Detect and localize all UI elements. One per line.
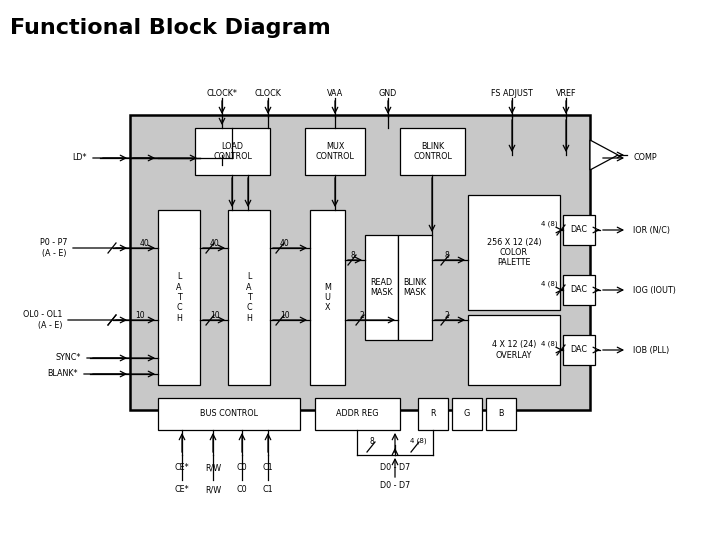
Text: 2: 2 [445, 310, 449, 320]
Bar [486, 398, 516, 430]
Text: IOG (IOUT): IOG (IOUT) [633, 286, 676, 294]
Bar [195, 128, 270, 175]
Bar [158, 398, 300, 430]
Text: B: B [498, 410, 504, 418]
Text: LD*: LD* [73, 154, 87, 163]
Text: BLINK
MASK: BLINK MASK [403, 278, 427, 297]
Text: FS ADJUST: FS ADJUST [491, 89, 533, 98]
Text: DAC: DAC [571, 226, 587, 235]
Bar [310, 210, 345, 385]
Text: L
A
T
C
H: L A T C H [176, 272, 182, 323]
Text: 8: 8 [445, 250, 449, 259]
Bar [468, 195, 560, 310]
Text: 4 (8): 4 (8) [542, 341, 558, 347]
Text: IOB (PLL): IOB (PLL) [633, 345, 670, 354]
Bar [305, 128, 365, 175]
Bar [158, 210, 200, 385]
Text: DAC: DAC [571, 345, 587, 354]
Text: 10: 10 [280, 310, 290, 320]
Bar [563, 215, 595, 245]
Text: 10: 10 [210, 310, 220, 320]
Text: COMP: COMP [633, 154, 656, 163]
Bar [228, 210, 270, 385]
Text: CLOCK*: CLOCK* [206, 89, 238, 98]
Text: Functional Block Diagram: Functional Block Diagram [10, 18, 331, 38]
Text: 4 (8): 4 (8) [542, 221, 558, 227]
Text: 40: 40 [140, 238, 150, 248]
Text: L
A
T
C
H: L A T C H [246, 272, 252, 323]
Text: M
U
X: M U X [324, 282, 331, 313]
Text: 2: 2 [360, 310, 364, 320]
Text: D0 - D7: D0 - D7 [380, 481, 410, 490]
Text: 256 X 12 (24)
COLOR
PALETTE: 256 X 12 (24) COLOR PALETTE [486, 237, 542, 267]
Polygon shape [590, 140, 618, 170]
Text: C1: C1 [262, 485, 273, 495]
Text: CE*: CE* [174, 463, 189, 473]
Bar [468, 315, 560, 385]
Text: VAA: VAA [327, 89, 343, 98]
Text: MUX
CONTROL: MUX CONTROL [316, 142, 355, 161]
Text: R/W: R/W [205, 485, 221, 495]
Bar [400, 128, 465, 175]
Text: VREF: VREF [555, 89, 577, 98]
Text: BLANK*: BLANK* [47, 369, 78, 379]
Text: OL0 - OL1
(A - E): OL0 - OL1 (A - E) [23, 310, 62, 330]
Text: R/W: R/W [205, 463, 221, 473]
Text: CLOCK: CLOCK [254, 89, 281, 98]
Text: 40: 40 [210, 238, 220, 248]
Text: C1: C1 [262, 463, 273, 473]
Text: 10: 10 [135, 310, 145, 320]
Text: 4 X 12 (24)
OVERLAY: 4 X 12 (24) OVERLAY [491, 340, 537, 360]
Text: IOR (N/C): IOR (N/C) [633, 226, 670, 235]
Bar [563, 335, 595, 365]
Text: G: G [464, 410, 470, 418]
Bar [563, 275, 595, 305]
Text: DAC: DAC [571, 286, 587, 294]
Text: 8: 8 [350, 250, 356, 259]
Text: SYNC*: SYNC* [56, 353, 81, 362]
Text: C0: C0 [237, 485, 247, 495]
Text: GND: GND [379, 89, 397, 98]
Bar [365, 235, 398, 340]
Text: 8: 8 [369, 437, 374, 446]
Text: 4 (8): 4 (8) [410, 438, 426, 444]
Text: LOAD
CONTROL: LOAD CONTROL [213, 142, 252, 161]
Bar [130, 115, 590, 410]
Text: READ
MASK: READ MASK [370, 278, 393, 297]
Text: BLINK
CONTROL: BLINK CONTROL [413, 142, 452, 161]
Text: CE*: CE* [174, 485, 189, 495]
Text: D0 - D7: D0 - D7 [380, 463, 410, 473]
Bar [418, 398, 448, 430]
Text: BUS CONTROL: BUS CONTROL [200, 410, 258, 418]
Text: R: R [430, 410, 435, 418]
Bar [315, 398, 400, 430]
Text: 40: 40 [280, 238, 290, 248]
Text: ADDR REG: ADDR REG [337, 410, 379, 418]
Text: C0: C0 [237, 463, 247, 473]
Text: 4 (8): 4 (8) [542, 281, 558, 287]
Bar [452, 398, 482, 430]
Text: P0 - P7
(A - E): P0 - P7 (A - E) [39, 238, 67, 258]
Bar [398, 235, 432, 340]
